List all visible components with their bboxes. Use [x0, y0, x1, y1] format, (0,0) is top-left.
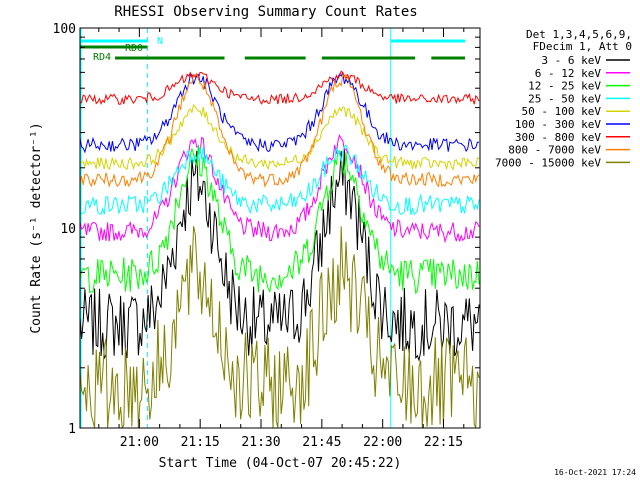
x-tick-label: 21:30: [241, 435, 280, 450]
series-lines: [79, 70, 480, 430]
series-line-0: [79, 148, 480, 363]
series-line-4: [79, 104, 480, 171]
axes: 21:00 21:15 21:30 21:45 22:00 22:15 1 10 100: [53, 22, 480, 450]
x-tick-label: 22:00: [363, 435, 402, 450]
x-axis-label: Start Time (04-Oct-07 20:45:22): [159, 456, 402, 471]
legend-label-2: 12 - 25 keV: [528, 80, 601, 93]
flag-label-rd4: RD4: [93, 52, 111, 63]
legend-label-7: 800 - 7000 keV: [508, 144, 601, 157]
legend-label-5: 100 - 300 keV: [515, 118, 601, 131]
x-tick-label: 21:45: [302, 435, 341, 450]
series-line-2: [79, 144, 480, 295]
detector-info-line-1: Det 1,3,4,5,6,9,: [526, 28, 632, 41]
y-tick-label: 10: [60, 222, 76, 237]
x-tick-label: 21:15: [181, 435, 220, 450]
chart-title: RHESSI Observing Summary Count Rates: [114, 4, 417, 20]
flag-label-n: N: [157, 36, 163, 47]
series-line-5: [79, 71, 480, 154]
legend-label-4: 50 - 100 keV: [522, 105, 602, 118]
x-tick-label: 22:15: [424, 435, 463, 450]
series-line-1: [79, 133, 480, 244]
flag-label-rd0: RD0: [125, 43, 143, 54]
series-line-7: [79, 73, 480, 188]
series-line-6: [79, 70, 480, 106]
night-markers: [80, 28, 481, 428]
flag-bars: N RD0 RD4: [80, 36, 465, 63]
legend-label-6: 300 - 800 keV: [515, 131, 601, 144]
x-tick-label: 21:00: [120, 435, 159, 450]
series-line-3: [79, 144, 480, 216]
y-tick-label: 100: [53, 22, 76, 37]
legend-label-1: 6 - 12 keV: [535, 67, 602, 80]
y-axis-label: Count Rate (s⁻¹ detector⁻¹): [29, 122, 44, 333]
legend-label-0: 3 - 6 keV: [541, 54, 601, 67]
y-tick-label: 1: [68, 422, 76, 437]
legend-label-3: 25 - 50 keV: [528, 92, 601, 105]
detector-info-line-2: FDecim 1, Att 0: [533, 40, 632, 53]
legend-label-8: 7000 - 15000 keV: [495, 156, 601, 169]
series-line-8: [79, 226, 480, 430]
plot-frame: [79, 27, 481, 429]
footer-timestamp: 16-Oct-2021 17:24: [554, 468, 636, 477]
